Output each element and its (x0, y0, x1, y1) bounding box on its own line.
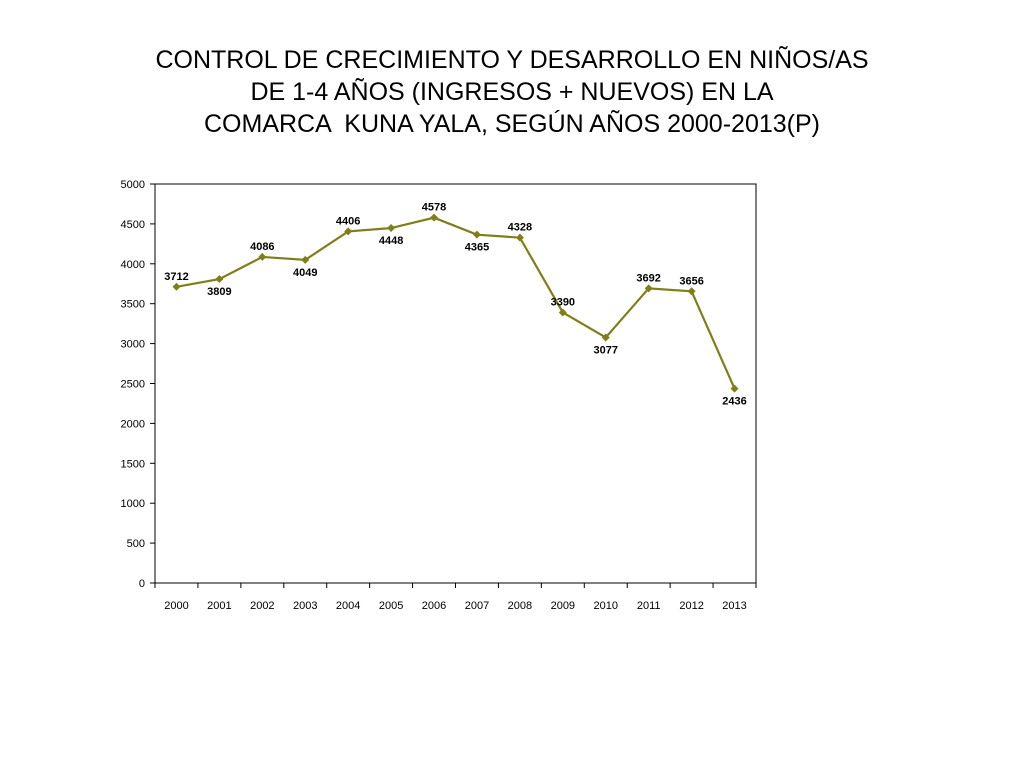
series-line (176, 216, 736, 390)
data-label: 4049 (293, 267, 317, 279)
data-labels: 3712 3809 4086 4049 4406 4448 4578 4365 4328 3390… (164, 202, 747, 408)
y-tick-label: 4000 (121, 259, 145, 271)
data-point (430, 213, 439, 222)
data-point (215, 275, 224, 284)
data-label: 4406 (336, 215, 360, 227)
data-label: 4086 (250, 241, 274, 253)
y-axis: 0 500 1000 1500 2000 2500 3000 3500 4000 4500 5000 (121, 179, 155, 590)
plot-area (154, 183, 757, 584)
x-tick-label: 2012 (679, 600, 703, 612)
data-point (558, 308, 567, 317)
x-tick-label: 2011 (637, 600, 661, 612)
x-tick-label: 2007 (465, 600, 489, 612)
title-line-3: COMARCA KUNA YALA, SEGÚN AÑOS 2000-2013(… (204, 110, 820, 138)
data-point (687, 287, 696, 296)
data-label: 4578 (422, 202, 446, 214)
y-tick-label: 0 (139, 578, 145, 590)
data-label: 3390 (551, 296, 575, 308)
data-markers (172, 213, 739, 393)
x-tick-label: 2003 (293, 600, 317, 612)
x-tick-label: 2009 (551, 600, 575, 612)
data-point (301, 255, 310, 264)
y-tick-label: 2000 (121, 418, 145, 430)
x-tick-label: 2013 (722, 600, 746, 612)
title-line-2: DE 1-4 AÑOS (INGRESOS + NUEVOS) EN LA (250, 78, 774, 106)
title-line-1: CONTROL DE CRECIMIENTO Y DESARROLLO EN N… (155, 46, 869, 74)
y-tick-label: 3000 (121, 339, 145, 351)
data-label: 4328 (508, 222, 532, 234)
y-tick-label: 1500 (121, 458, 145, 470)
x-tick-label: 2001 (207, 600, 231, 612)
x-tick-label: 2004 (336, 600, 360, 612)
data-label: 2436 (722, 396, 746, 408)
x-tick-label: 2002 (250, 600, 274, 612)
x-tick-label: 2008 (508, 600, 532, 612)
data-point (601, 333, 610, 342)
data-point (387, 224, 396, 233)
data-point (730, 384, 739, 393)
y-tick-label: 4500 (121, 219, 145, 231)
x-tick-label: 2000 (164, 600, 188, 612)
y-tick-label: 3500 (121, 299, 145, 311)
x-tick-label: 2010 (594, 600, 618, 612)
x-tick-label: 2005 (379, 600, 403, 612)
y-tick-label: 500 (127, 538, 145, 550)
chart-title: CONTROL DE CRECIMIENTO Y DESARROLLO EN N… (0, 44, 1024, 140)
data-point (472, 230, 481, 239)
data-point (344, 227, 353, 236)
data-point (258, 252, 267, 261)
data-label: 3077 (594, 344, 618, 356)
data-label: 3656 (679, 275, 703, 287)
data-label: 3809 (207, 286, 231, 298)
y-tick-label: 1000 (121, 498, 145, 510)
data-label: 3712 (164, 271, 188, 283)
data-label: 3692 (636, 272, 660, 284)
x-axis: 2000 2001 2002 2003 2004 2005 2006 2007 2008 2009… (154, 583, 757, 612)
data-label: 4448 (379, 235, 403, 247)
data-label: 4365 (465, 242, 489, 254)
y-tick-label: 5000 (121, 179, 145, 191)
data-point (644, 284, 653, 293)
data-point (172, 282, 181, 291)
x-tick-label: 2006 (422, 600, 446, 612)
data-point (515, 233, 524, 242)
y-tick-label: 2500 (121, 379, 145, 391)
